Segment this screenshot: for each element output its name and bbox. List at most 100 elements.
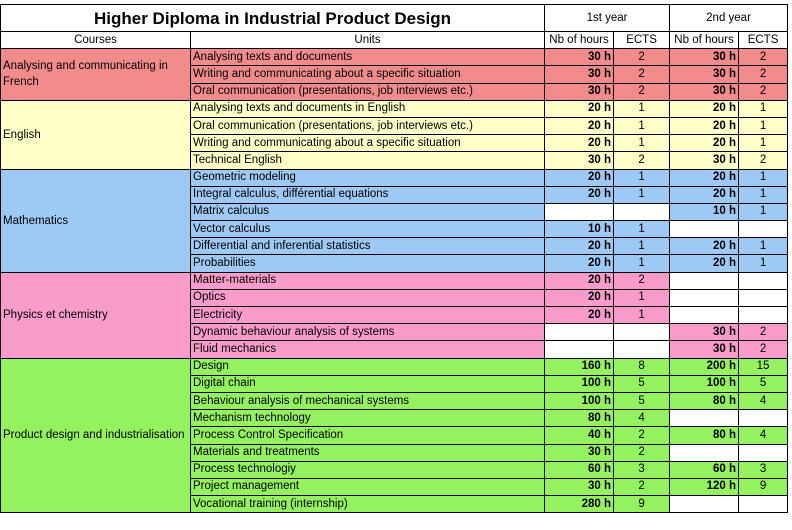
year1-hours-cell: 20 h <box>544 134 615 153</box>
year2-ects-cell: 1 <box>738 202 789 222</box>
unit-cell: Analysing texts and documents <box>189 48 546 67</box>
year2-hours-cell: 30 h <box>669 65 740 84</box>
year2-ects-cell: 2 <box>738 65 789 84</box>
year2-ects-cell <box>738 409 789 428</box>
unit-cell: Writing and communicating about a specif… <box>189 65 546 84</box>
year1-hours-cell: 80 h <box>544 409 615 428</box>
year1-ects-cell: 1 <box>613 185 671 204</box>
year1-hours-cell: 10 h <box>544 220 615 239</box>
unit-cell: Oral communication (presentations, job i… <box>189 82 546 101</box>
unit-cell: Integral calculus, différential equation… <box>189 185 546 204</box>
table-row: Analysing and communicating in French Ana… <box>0 48 789 101</box>
unit-cell: Analysing texts and documents in English <box>189 99 546 118</box>
year1-ects-cell <box>613 323 671 342</box>
unit-cell: Technical English <box>189 151 546 170</box>
year1-hours-header: Nb of hours <box>544 30 615 50</box>
year2-ects-cell: 1 <box>738 99 789 118</box>
year1-hours-cell: 160 h <box>544 357 615 376</box>
year1-ects-cell: 1 <box>613 305 671 325</box>
year2-ects-cell <box>738 305 789 325</box>
year2-hours-cell <box>669 271 740 290</box>
title-row: Higher Diploma in Industrial Product Des… <box>0 4 789 32</box>
course-cell: English <box>0 99 191 170</box>
year1-hours-cell: 20 h <box>544 305 615 325</box>
year2-hours-cell: 20 h <box>669 185 740 204</box>
year1-hours-cell: 20 h <box>544 185 615 204</box>
unit-cell: Process technologiy <box>189 460 546 479</box>
year1-ects-cell: 1 <box>613 237 671 256</box>
year1-ects-cell: 5 <box>613 391 671 411</box>
year2-header: 2nd year <box>669 4 789 32</box>
year2-ects-cell <box>738 220 789 239</box>
table-row: Integral calculus, différential equation… <box>1 185 789 204</box>
year2-ects-cell: 2 <box>738 340 789 359</box>
courses-column-header: Courses <box>0 30 191 50</box>
year2-hours-cell: 20 h <box>669 99 740 118</box>
year2-ects-cell: 1 <box>738 134 789 153</box>
unit-cell: Matter-materials <box>189 271 546 290</box>
table-row: Product design and industrialisation Desi… <box>0 357 789 514</box>
year1-ects-cell: 1 <box>613 99 671 118</box>
year1-ects-cell: 2 <box>613 65 671 84</box>
year2-hours-cell <box>669 409 740 428</box>
unit-cell: Vector calculus <box>189 220 546 239</box>
year2-ects-cell <box>738 271 789 290</box>
year1-hours-cell: 30 h <box>544 151 615 170</box>
year2-hours-cell: 20 h <box>669 134 740 153</box>
unit-cell: Electricity <box>189 305 546 325</box>
year1-hours-cell <box>544 323 615 342</box>
unit-cell: Geometric modeling <box>189 168 546 187</box>
table-body: Analysing and communicating in French Ana… <box>0 48 789 514</box>
year1-hours-cell: 20 h <box>544 237 615 256</box>
year2-hours-cell: 100 h <box>669 374 740 393</box>
year2-hours-cell: 20 h <box>669 254 740 273</box>
year1-hours-cell: 30 h <box>544 65 615 84</box>
year1-ects-cell: 2 <box>613 477 671 497</box>
year2-hours-header: Nb of hours <box>669 30 740 50</box>
year2-hours-cell: 30 h <box>669 48 740 67</box>
unit-cell: Design <box>189 357 546 376</box>
year1-hours-cell: 20 h <box>544 168 615 187</box>
unit-cell: Process Control Specification <box>189 426 546 445</box>
year2-ects-cell: 4 <box>738 426 789 445</box>
year1-ects-cell: 2 <box>613 48 671 67</box>
year2-ects-cell: 2 <box>738 323 789 342</box>
year1-ects-cell: 1 <box>613 220 671 239</box>
year2-hours-cell: 80 h <box>669 391 740 411</box>
year1-ects-cell <box>613 340 671 359</box>
year2-ects-cell <box>738 495 789 514</box>
year1-hours-cell: 100 h <box>544 391 615 411</box>
year1-hours-cell: 60 h <box>544 460 615 479</box>
year2-hours-cell: 120 h <box>669 477 740 497</box>
unit-cell: Optics <box>189 288 546 308</box>
unit-cell: Differential and inferential statistics <box>189 237 546 256</box>
course-cell: Analysing and communicating in French <box>0 48 191 101</box>
year1-ects-cell: 1 <box>613 288 671 308</box>
year1-ects-cell: 1 <box>613 254 671 273</box>
year1-ects-cell: 2 <box>613 82 671 101</box>
unit-cell: Fluid mechanics <box>189 340 546 359</box>
unit-cell: Dynamic behaviour analysis of systems <box>189 323 546 342</box>
year2-hours-cell: 20 h <box>669 168 740 187</box>
units-column-header: Units <box>189 30 546 50</box>
year2-hours-cell: 60 h <box>669 460 740 479</box>
year1-ects-cell: 9 <box>613 495 671 514</box>
unit-cell: Probabilities <box>189 254 546 273</box>
year2-hours-cell: 10 h <box>669 202 740 222</box>
year1-hours-cell: 30 h <box>544 477 615 497</box>
year2-ects-cell: 1 <box>738 116 789 136</box>
unit-cell: Oral communication (presentations, job i… <box>189 116 546 136</box>
year1-ects-cell: 4 <box>613 409 671 428</box>
table-row: Oral communication (presentations, job i… <box>1 82 789 101</box>
unit-cell: Vocational training (internship) <box>189 495 546 514</box>
year2-ects-cell <box>738 288 789 308</box>
